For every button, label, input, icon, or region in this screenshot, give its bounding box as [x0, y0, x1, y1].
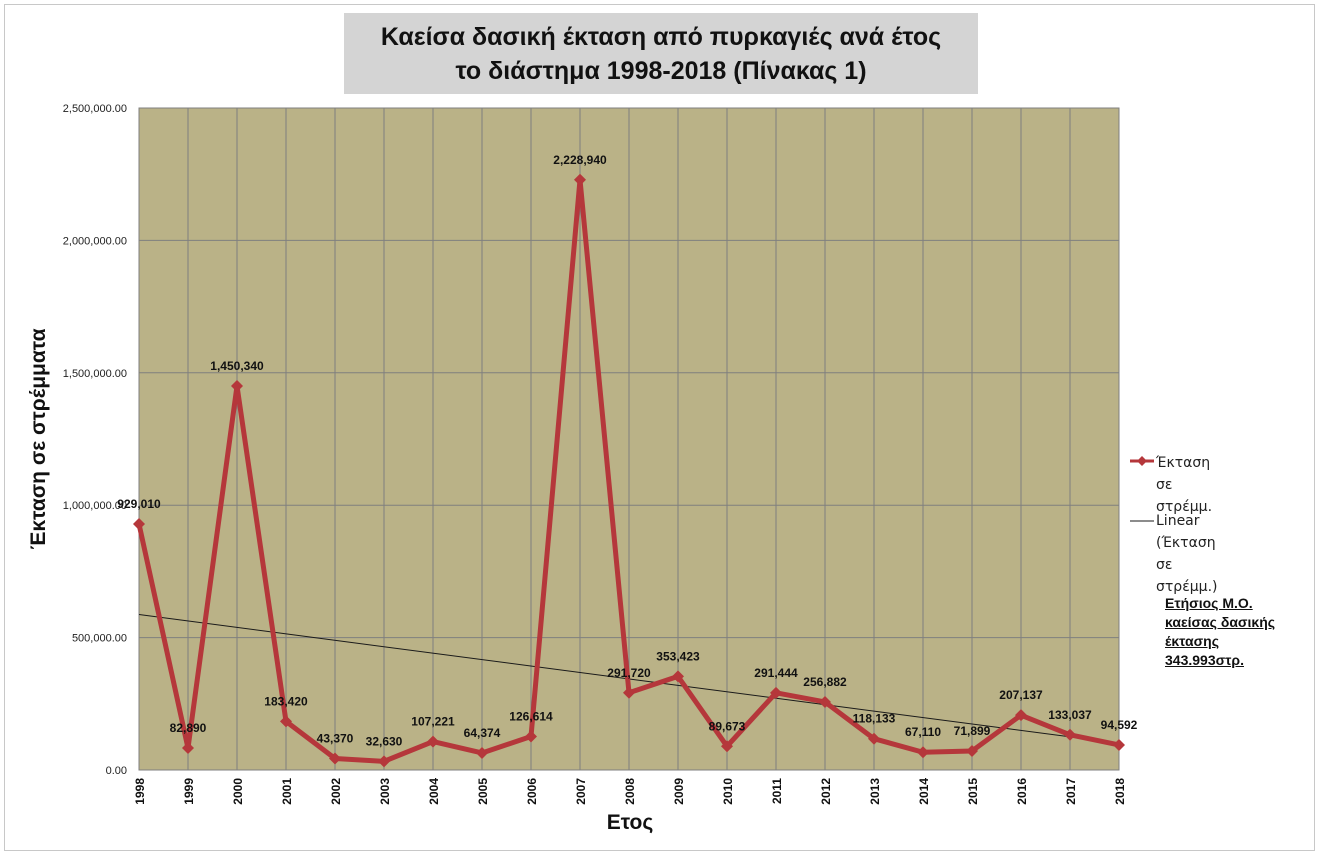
data-point-marker [574, 173, 586, 186]
data-point-marker [868, 732, 880, 745]
data-point-marker [133, 517, 145, 530]
data-point-marker [917, 746, 929, 759]
chart-title-line-1: Καείσα δασική έκταση από πυρκαγιές ανά έ… [380, 22, 942, 51]
legend-item-trendline: Linear (Έκταση σε στρέμμ.) [1128, 510, 1217, 598]
legend-trendline-label-line-2: στρέμμ.) [1156, 579, 1218, 595]
data-point-marker [329, 752, 341, 765]
annual-average-note-line-4: 343.993στρ. [1165, 652, 1244, 668]
data-point-marker [966, 744, 978, 757]
x-tick-label: 2007 [574, 778, 588, 805]
y-tick-label: 1,500,000.00 [63, 368, 127, 380]
data-label: 89,673 [709, 719, 746, 733]
x-tick-label: 2011 [770, 778, 784, 804]
data-point-marker [231, 379, 243, 392]
legend-series-label: Έκταση σε στρέμμ. [1156, 455, 1213, 515]
x-tick-label: 2001 [280, 778, 294, 805]
data-point-marker [1064, 728, 1076, 741]
x-tick-label: 2017 [1064, 778, 1078, 805]
data-label: 43,370 [317, 732, 354, 746]
data-label: 118,133 [853, 712, 896, 726]
series-markers [133, 173, 1125, 768]
annual-average-note: Ετήσιος Μ.Ο. καείσας δασικής έκτασης 343… [1165, 594, 1275, 670]
data-label: 82,890 [170, 721, 207, 735]
x-axis-tick-labels: 1998 1999 2000 2001 2002 2003 2004 2005 2006 2007… [133, 778, 1127, 805]
y-axis-title: Έκταση σε στρέμματα [27, 328, 50, 549]
legend-trendline-label: Linear (Έκταση σε στρέμμ.) [1156, 510, 1217, 598]
data-point-marker [1113, 738, 1125, 751]
data-label: 291,720 [607, 666, 651, 680]
data-label: 207,137 [999, 688, 1043, 702]
x-tick-label: 2012 [819, 778, 833, 805]
x-tick-label: 2002 [329, 778, 343, 805]
data-label: 133,037 [1048, 708, 1092, 722]
data-label: 126,614 [509, 709, 553, 723]
data-label: 64,374 [464, 726, 501, 740]
data-point-marker [378, 755, 390, 768]
x-tick-label: 2005 [476, 778, 490, 805]
x-tick-label: 2013 [868, 778, 882, 805]
legend-item-series: Έκταση σε στρέμμ. [1128, 452, 1212, 518]
annual-average-note-line-3: έκτασης [1165, 633, 1219, 649]
vertical-gridlines [138, 108, 1120, 770]
x-tick-label: 1998 [133, 778, 147, 805]
data-label: 32,630 [366, 734, 403, 748]
data-label: 183,420 [264, 694, 308, 708]
y-tick-label: 1,000,000.00 [63, 500, 127, 512]
data-label: 67,110 [905, 725, 941, 739]
x-tick-label: 2010 [721, 778, 735, 805]
y-tick-label: 2,000,000.00 [63, 235, 127, 247]
y-tick-label: 500,000.00 [72, 633, 127, 645]
x-tick-label: 1999 [182, 778, 196, 805]
data-label: 291,444 [754, 666, 798, 680]
x-axis-title: Ετος [607, 811, 654, 834]
x-tick-label: 2009 [672, 778, 686, 805]
y-tick-label: 0.00 [106, 765, 127, 777]
x-tick-label: 2006 [525, 778, 539, 805]
data-label: 2,228,940 [553, 153, 607, 167]
data-label: 94,592 [1101, 718, 1138, 732]
annual-average-note-line-2: καείσας δασικής [1165, 614, 1276, 630]
data-point-marker [280, 715, 292, 728]
data-label: 353,423 [656, 649, 700, 663]
data-label: 1,450,340 [210, 359, 264, 373]
annual-average-note-line-1: Ετήσιος Μ.Ο. [1165, 595, 1253, 611]
y-axis-tick-labels: 0.00 500,000.00 1,000,000.00 1,500,000.00 2,… [63, 103, 127, 777]
data-point-marker [1015, 709, 1027, 722]
data-point-marker [623, 686, 635, 699]
x-tick-label: 2018 [1113, 778, 1127, 805]
x-tick-label: 2003 [378, 778, 392, 805]
legend-trendline-label-line-1: Linear (Έκταση σε [1156, 513, 1216, 573]
data-label: 107,221 [411, 715, 455, 729]
data-point-marker [525, 730, 537, 743]
data-point-marker [427, 735, 439, 748]
data-label: 256,882 [803, 675, 847, 689]
x-tick-label: 2008 [623, 778, 637, 805]
data-point-marker [770, 686, 782, 699]
data-label: 71,899 [954, 724, 991, 738]
chart-title-line-2: το διάστημα 1998-2018 (Πίνακας 1) [455, 56, 867, 85]
data-point-marker [672, 670, 684, 683]
legend-trendline-swatch [1128, 510, 1156, 528]
legend-series-swatch [1128, 452, 1156, 470]
x-tick-label: 2000 [231, 778, 245, 805]
data-label: 929,010 [117, 497, 161, 511]
x-tick-label: 2014 [917, 778, 931, 805]
x-tick-label: 2016 [1015, 778, 1029, 805]
data-labels: 929,010 82,890 1,450,340 183,420 43,370 32,63… [117, 153, 1137, 749]
data-point-marker [182, 742, 194, 755]
x-tick-label: 2015 [966, 778, 980, 805]
data-point-marker [819, 695, 831, 708]
chart-title-box: Καείσα δασική έκταση από πυρκαγιές ανά έ… [344, 13, 978, 94]
y-tick-label: 2,500,000.00 [63, 103, 127, 115]
data-point-marker [476, 746, 488, 759]
data-point-marker [721, 740, 733, 753]
x-tick-label: 2004 [427, 778, 441, 805]
